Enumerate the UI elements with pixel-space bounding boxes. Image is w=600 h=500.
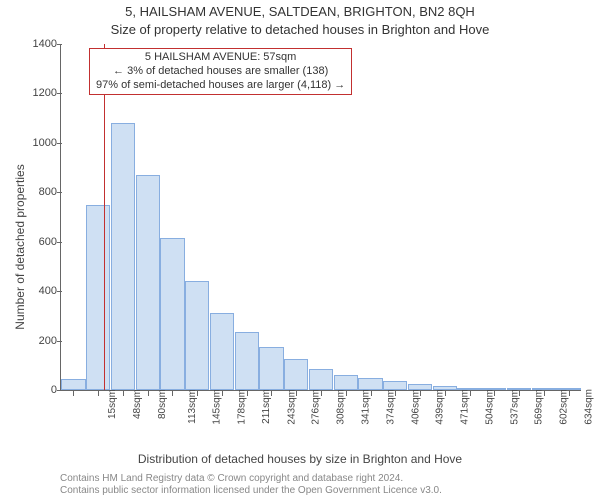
x-tick [395, 390, 396, 396]
x-tick [148, 390, 149, 396]
x-tick [98, 390, 99, 396]
annotation-line: 97% of semi-detached houses are larger (… [96, 79, 345, 93]
reference-line [104, 44, 105, 390]
y-tick-label: 600 [19, 236, 57, 248]
plot-area: 020040060080010001200140015sqm48sqm80sqm… [60, 44, 581, 391]
histogram-bar [111, 123, 135, 390]
x-tick [247, 390, 248, 396]
x-tick [321, 390, 322, 396]
annotation-line: 5 HAILSHAM AVENUE: 57sqm [96, 51, 345, 65]
x-tick [172, 390, 173, 396]
histogram-bar [185, 281, 209, 390]
x-tick [271, 390, 272, 396]
x-tick [371, 390, 372, 396]
chart-subtitle: Size of property relative to detached ho… [0, 22, 600, 37]
x-tick [73, 390, 74, 396]
y-tick-label: 1200 [19, 87, 57, 99]
histogram-bar [235, 332, 259, 390]
x-tick [123, 390, 124, 396]
x-tick [544, 390, 545, 396]
histogram-bar [358, 378, 382, 390]
x-tick [296, 390, 297, 396]
x-tick [569, 390, 570, 396]
histogram-bar [210, 313, 234, 390]
x-tick-label: 15sqm [107, 389, 118, 419]
x-tick-label: 113sqm [187, 389, 198, 424]
x-tick-label: 211sqm [261, 389, 272, 424]
histogram-bar [383, 381, 407, 390]
histogram-bar [136, 175, 160, 390]
histogram-bar [334, 375, 358, 390]
x-axis-label: Distribution of detached houses by size … [0, 452, 600, 466]
y-tick-label: 1000 [19, 137, 57, 149]
x-tick [519, 390, 520, 396]
histogram-bar [61, 379, 85, 390]
attribution-line-1: Contains HM Land Registry data © Crown c… [60, 473, 403, 484]
annotation-line: ← 3% of detached houses are smaller (138… [96, 65, 345, 79]
x-tick [494, 390, 495, 396]
chart-container: 5, HAILSHAM AVENUE, SALTDEAN, BRIGHTON, … [0, 0, 600, 500]
y-tick-label: 200 [19, 335, 57, 347]
y-tick-label: 400 [19, 285, 57, 297]
y-tick-label: 1400 [19, 38, 57, 50]
histogram-bar [160, 238, 184, 390]
x-tick [197, 390, 198, 396]
x-tick [445, 390, 446, 396]
attribution-line-2: Contains public sector information licen… [60, 485, 442, 496]
y-tick-label: 0 [19, 384, 57, 396]
x-tick [470, 390, 471, 396]
x-tick-label: 48sqm [132, 389, 143, 419]
histogram-bar [86, 205, 110, 390]
histogram-bar [309, 369, 333, 390]
histogram-bar [284, 359, 308, 390]
x-tick [222, 390, 223, 396]
annotation-box: 5 HAILSHAM AVENUE: 57sqm← 3% of detached… [89, 48, 352, 95]
x-tick-label: 634sqm [583, 389, 594, 425]
y-tick-label: 800 [19, 186, 57, 198]
histogram-bar [259, 347, 283, 390]
x-tick [346, 390, 347, 396]
chart-title: 5, HAILSHAM AVENUE, SALTDEAN, BRIGHTON, … [0, 4, 600, 19]
x-tick [420, 390, 421, 396]
x-tick-label: 80sqm [157, 389, 168, 419]
